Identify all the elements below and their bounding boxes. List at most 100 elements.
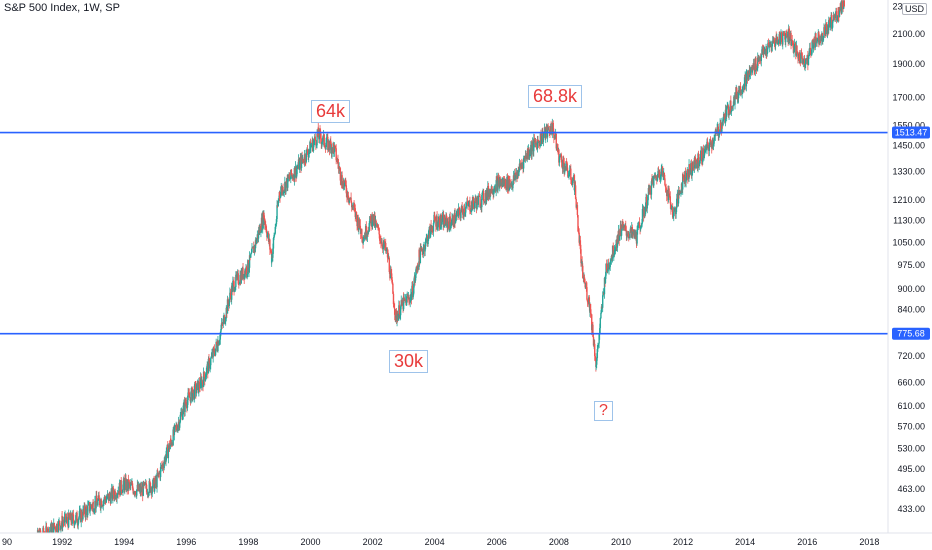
candle-body	[325, 145, 327, 150]
candle-body	[314, 136, 316, 141]
candle-body	[676, 198, 678, 209]
candle-body	[841, 1, 843, 14]
candle-body	[333, 142, 335, 146]
candle-body	[755, 58, 757, 70]
y-tick-label: 720.00	[897, 351, 925, 361]
candle-body	[661, 166, 664, 176]
candle-body	[565, 161, 567, 171]
annotation-68-8k[interactable]: 68.8k	[528, 85, 583, 108]
candle-body	[599, 328, 601, 335]
candle-body	[87, 505, 89, 516]
candle-body	[451, 218, 453, 225]
candle-body	[590, 313, 592, 315]
candle-body	[128, 482, 131, 484]
candle-body	[169, 444, 171, 450]
candle-body	[555, 133, 557, 149]
candle-body	[388, 258, 391, 272]
candle-body	[287, 174, 290, 179]
candle-body	[445, 215, 447, 226]
candle-body	[390, 273, 393, 280]
candle-body	[234, 286, 236, 291]
candle-body	[575, 198, 577, 208]
candle-body	[136, 489, 138, 496]
candle-body	[473, 202, 476, 208]
candle-body	[545, 129, 547, 138]
candle-body	[218, 341, 220, 346]
currency-button[interactable]: USD	[902, 3, 928, 15]
candle-body	[198, 381, 201, 388]
candle-body	[625, 230, 628, 236]
candle-body	[651, 178, 653, 181]
candle-body	[509, 180, 511, 186]
candle-body	[638, 222, 641, 226]
candle-body	[754, 71, 756, 72]
candle-body	[345, 179, 347, 186]
candle-body	[444, 217, 446, 224]
candle-body	[130, 483, 132, 487]
candle-body	[699, 154, 702, 161]
candle-body	[703, 149, 706, 156]
candle-body	[482, 190, 485, 202]
candle-body	[61, 515, 63, 528]
candle-body	[556, 145, 559, 149]
candle-body	[121, 492, 124, 493]
candle-body	[445, 215, 448, 219]
candle-body	[437, 220, 439, 227]
candle-body	[515, 175, 517, 179]
candle-body	[315, 145, 318, 147]
candle-body	[605, 263, 607, 276]
candle-body	[402, 295, 405, 310]
annotation-30k[interactable]: 30k	[389, 350, 429, 373]
candle-body	[208, 359, 211, 369]
candle-body	[48, 531, 51, 533]
annotation-64k[interactable]: 64k	[311, 100, 351, 123]
candle-body	[460, 211, 462, 218]
candle-body	[176, 425, 178, 429]
candle-body	[831, 22, 834, 29]
candle-body	[233, 290, 236, 292]
candle-body	[708, 144, 711, 151]
candle-body	[220, 323, 223, 330]
candle-body	[288, 176, 291, 179]
candle-body	[392, 293, 395, 305]
x-tick-label: 2004	[425, 537, 445, 547]
price-axis[interactable]	[888, 0, 932, 533]
candle-body	[546, 125, 549, 138]
candle-body	[301, 155, 303, 160]
candle-body	[580, 249, 582, 264]
candle-body	[436, 226, 439, 229]
candle-body	[202, 371, 205, 387]
candle-body	[718, 132, 721, 135]
candle-body	[534, 140, 537, 144]
candle-body	[229, 292, 231, 300]
candle-body	[699, 160, 701, 163]
price-label-badge	[892, 327, 930, 340]
candle-body	[452, 215, 454, 226]
candle-body	[739, 86, 742, 94]
candle-body	[725, 107, 728, 117]
candle-body	[501, 182, 503, 186]
time-axis[interactable]	[0, 533, 932, 550]
candle-body	[799, 53, 801, 62]
candle-body	[561, 159, 563, 167]
candle-body	[684, 171, 687, 183]
horizontal-lines[interactable]	[0, 131, 888, 335]
candle-body	[390, 270, 392, 274]
annotation-question[interactable]: ?	[594, 401, 613, 422]
candle-body	[287, 174, 289, 188]
candle-body	[706, 141, 709, 144]
candle-body	[329, 140, 331, 150]
candle-body	[369, 216, 371, 224]
candle-body	[709, 138, 711, 145]
candle-body	[245, 267, 248, 275]
candle-body	[114, 491, 116, 499]
candle-body	[570, 179, 573, 183]
candle-body	[213, 348, 216, 354]
candle-body	[825, 23, 828, 26]
x-tick-label: 2002	[363, 537, 383, 547]
x-tick-label: 2016	[797, 537, 817, 547]
candle-body	[300, 155, 303, 169]
candle-body	[75, 515, 77, 522]
candle-body	[238, 283, 241, 285]
